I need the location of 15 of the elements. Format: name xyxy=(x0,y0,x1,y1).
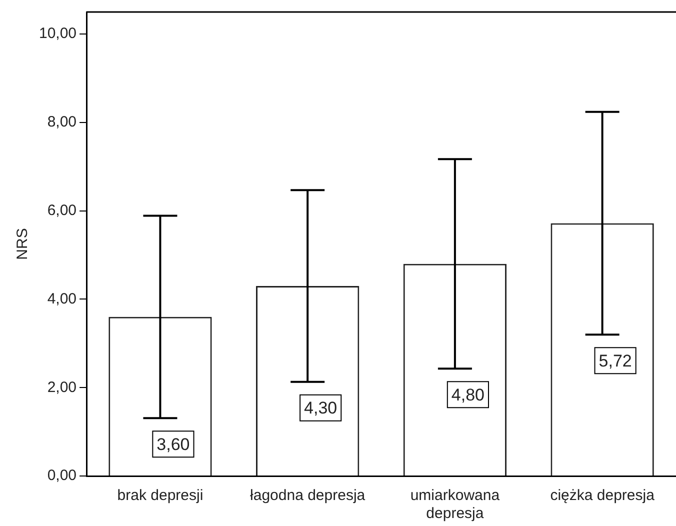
y-tick-label: 0,00 xyxy=(47,467,77,484)
y-tick-label: 10,00 xyxy=(38,25,77,42)
y-tick-label: 4,00 xyxy=(47,290,77,308)
x-tick-label: umiarkowana depresja xyxy=(410,487,500,522)
data-label: 3,60 xyxy=(156,434,190,454)
data-label: 4,80 xyxy=(451,385,484,404)
y-tick-label: 6,00 xyxy=(47,202,77,219)
x-tick-label: ciężka depresja xyxy=(550,487,656,504)
y-tick-label: 2,00 xyxy=(47,378,77,396)
data-label: 5,72 xyxy=(598,351,632,370)
x-tick-label: brak depresji xyxy=(117,487,204,504)
data-label: 4,30 xyxy=(304,398,338,418)
y-axis-title: NRS xyxy=(14,228,32,260)
x-tick-label: łagodna depresja xyxy=(250,487,366,504)
y-tick-label: 8,00 xyxy=(47,114,77,131)
